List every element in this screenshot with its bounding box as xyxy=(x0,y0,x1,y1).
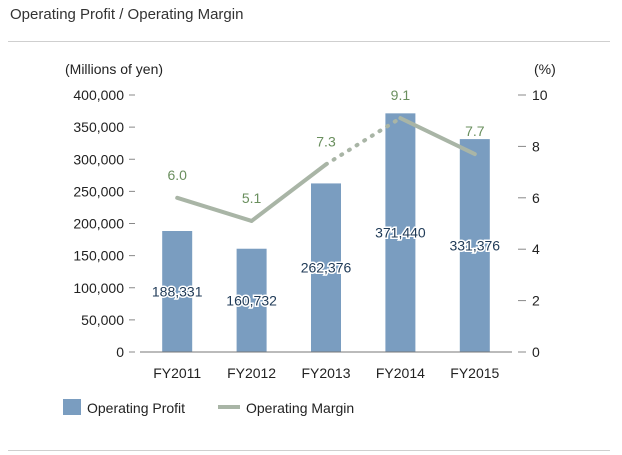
operating-margin-line-segment xyxy=(249,162,328,223)
right-axis-tick-label: 10 xyxy=(532,87,548,103)
operating-profit-bar xyxy=(459,139,490,352)
top-divider xyxy=(8,41,610,42)
x-axis-tick-label: FY2011 xyxy=(153,365,201,381)
left-axis-tick-label: 300,000 xyxy=(73,151,124,167)
right-axis: 0 2 4 6 8 10 xyxy=(518,87,548,360)
right-axis-unit-label: (%) xyxy=(534,61,556,77)
right-axis-tick-label: 4 xyxy=(532,241,540,257)
right-axis-tick-label: 2 xyxy=(532,293,540,309)
left-axis-tick-label: 0 xyxy=(116,344,124,360)
left-axis-tick-label: 350,000 xyxy=(73,119,124,135)
operating-margin-line-segment xyxy=(398,116,477,157)
operating-profit-data-label: 262,376 xyxy=(301,260,352,276)
legend-label-operating-profit: Operating Profit xyxy=(87,400,185,416)
x-axis-tick-label: FY2014 xyxy=(376,365,425,381)
left-axis-tick-label: 150,000 xyxy=(73,248,124,264)
operating-profit-bar xyxy=(311,183,341,352)
left-axis: 0 50,000 100,000 150,000 200,000 250,000 300,0… xyxy=(73,87,135,360)
x-axis-tick-label: FY2015 xyxy=(450,365,499,381)
x-axis-tick-label: FY2013 xyxy=(301,365,350,381)
legend: Operating Profit Operating Margin xyxy=(63,399,354,416)
operating-margin-data-label: 7.7 xyxy=(465,123,485,139)
operating-profit-data-label: 371,440 xyxy=(375,225,426,241)
operating-margin-line-segment xyxy=(175,195,254,223)
left-axis-tick-label: 100,000 xyxy=(73,280,124,296)
legend-bar-swatch xyxy=(63,399,81,415)
operating-profit-data-label: 331,376 xyxy=(449,238,500,254)
operating-margin-line-segment xyxy=(324,116,403,167)
left-axis-tick-label: 250,000 xyxy=(73,183,124,199)
x-axis-tick-label: FY2012 xyxy=(227,365,276,381)
operating-profit-bar xyxy=(385,113,416,353)
right-axis-tick-label: 6 xyxy=(532,190,540,206)
line-series: 6.0 5.1 7.3 9.1 7.7 xyxy=(167,87,485,223)
left-axis-tick-label: 200,000 xyxy=(73,216,124,232)
bottom-divider xyxy=(8,450,610,451)
left-axis-tick-label: 400,000 xyxy=(73,87,124,103)
operating-profit-bar xyxy=(236,248,267,352)
right-axis-tick-label: 0 xyxy=(532,344,540,360)
operating-profit-data-label: 160,732 xyxy=(226,292,277,308)
bar-series: 188,331 160,732 262,376 371,440 331,376 xyxy=(150,113,502,353)
left-axis-unit-label: (Millions of yen) xyxy=(65,61,163,77)
operating-margin-data-label: 7.3 xyxy=(316,133,336,149)
operating-margin-data-label: 5.1 xyxy=(242,190,262,206)
operating-profit-bar xyxy=(162,230,193,352)
right-axis-tick-label: 8 xyxy=(532,138,540,154)
operating-margin-data-label: 9.1 xyxy=(391,87,411,103)
chart-title: Operating Profit / Operating Margin xyxy=(10,6,244,23)
x-axis: FY2011 FY2012 FY2013 FY2014 FY2015 xyxy=(140,351,512,381)
operating-profit-data-label: 188,331 xyxy=(152,283,203,299)
left-axis-tick-label: 50,000 xyxy=(81,312,124,328)
legend-label-operating-margin: Operating Margin xyxy=(246,400,354,416)
operating-margin-data-label: 6.0 xyxy=(167,167,187,183)
